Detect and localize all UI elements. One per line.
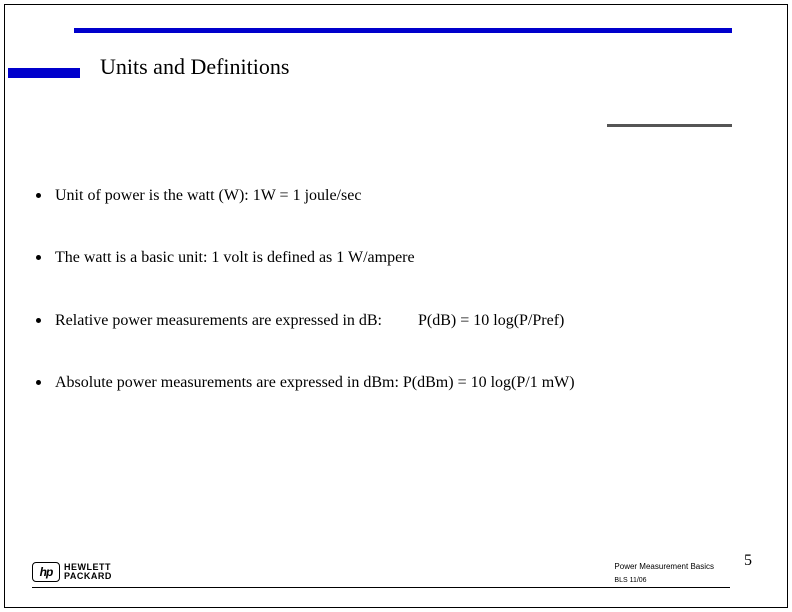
bullet-dot-icon	[36, 193, 41, 198]
bullet-item: Unit of power is the watt (W): 1W = 1 jo…	[36, 185, 732, 207]
hp-logo-icon: hp	[32, 562, 60, 582]
slide-title: Units and Definitions	[100, 54, 289, 80]
footer-right: Power Measurement Basics BLS 11/06	[614, 562, 714, 584]
hp-logo-text: HEWLETT PACKARD	[64, 563, 112, 581]
footer-date-code: BLS 11/06	[614, 577, 714, 584]
footer-course-title: Power Measurement Basics	[614, 562, 714, 571]
hp-logo: hp HEWLETT PACKARD	[32, 562, 112, 582]
bullet-dot-icon	[36, 318, 41, 323]
bullet-text: Unit of power is the watt (W): 1W = 1 jo…	[55, 185, 361, 207]
content-area: Unit of power is the watt (W): 1W = 1 jo…	[36, 185, 732, 435]
hp-icon-text: hp	[40, 565, 53, 579]
bullet-text: The watt is a basic unit: 1 volt is defi…	[55, 247, 415, 269]
bullet-dot-icon	[36, 380, 41, 385]
hp-text-line2: PACKARD	[64, 572, 112, 581]
top-accent-bar	[74, 28, 732, 33]
bullet-text: Relative power measurements are expresse…	[55, 310, 564, 332]
bullet-item: Relative power measurements are expresse…	[36, 310, 732, 332]
bullet-item: Absolute power measurements are expresse…	[36, 372, 732, 394]
footer-divider	[32, 587, 730, 588]
bullet-prefix: Relative power measurements are expresse…	[55, 312, 382, 329]
bullet-formula: P(dB) = 10 log(P/Pref)	[418, 312, 564, 329]
bullet-item: The watt is a basic unit: 1 volt is defi…	[36, 247, 732, 269]
bullet-text: Absolute power measurements are expresse…	[55, 372, 575, 394]
left-accent-bar	[8, 68, 80, 78]
bullet-dot-icon	[36, 255, 41, 260]
page-number: 5	[744, 552, 752, 570]
right-accent-bar	[607, 124, 732, 127]
footer: hp HEWLETT PACKARD Power Measurement Bas…	[8, 548, 784, 588]
